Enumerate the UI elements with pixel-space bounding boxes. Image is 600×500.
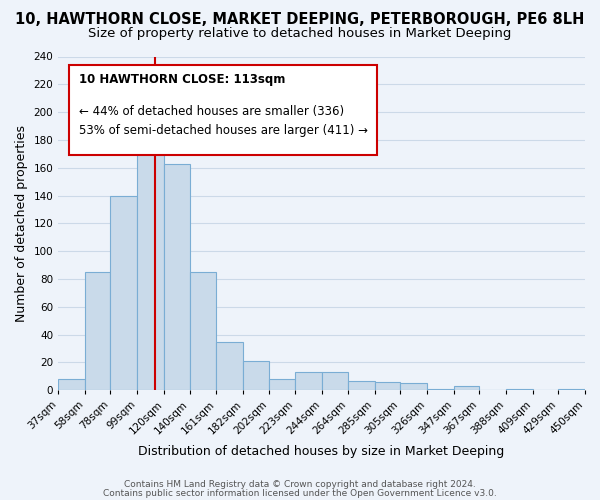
Bar bbox=[58, 379, 85, 390]
Bar bbox=[164, 164, 190, 390]
Y-axis label: Number of detached properties: Number of detached properties bbox=[15, 125, 28, 322]
Text: Contains HM Land Registry data © Crown copyright and database right 2024.: Contains HM Land Registry data © Crown c… bbox=[124, 480, 476, 489]
Bar bbox=[506, 389, 533, 390]
Bar bbox=[137, 112, 164, 390]
Bar bbox=[243, 361, 269, 390]
Bar bbox=[190, 272, 217, 390]
Bar bbox=[322, 372, 348, 390]
FancyBboxPatch shape bbox=[69, 65, 377, 155]
Bar bbox=[348, 380, 374, 390]
Text: ← 44% of detached houses are smaller (336)
53% of semi-detached houses are large: ← 44% of detached houses are smaller (33… bbox=[79, 105, 368, 137]
Bar bbox=[269, 379, 295, 390]
Text: Size of property relative to detached houses in Market Deeping: Size of property relative to detached ho… bbox=[88, 28, 512, 40]
Bar bbox=[110, 196, 137, 390]
X-axis label: Distribution of detached houses by size in Market Deeping: Distribution of detached houses by size … bbox=[139, 444, 505, 458]
Bar bbox=[454, 386, 479, 390]
Bar bbox=[400, 384, 427, 390]
Bar bbox=[217, 342, 243, 390]
Bar bbox=[374, 382, 400, 390]
Text: Contains public sector information licensed under the Open Government Licence v3: Contains public sector information licen… bbox=[103, 488, 497, 498]
Bar bbox=[85, 272, 110, 390]
Bar bbox=[295, 372, 322, 390]
Bar bbox=[558, 389, 585, 390]
Text: 10 HAWTHORN CLOSE: 113sqm: 10 HAWTHORN CLOSE: 113sqm bbox=[79, 73, 286, 86]
Text: 10, HAWTHORN CLOSE, MARKET DEEPING, PETERBOROUGH, PE6 8LH: 10, HAWTHORN CLOSE, MARKET DEEPING, PETE… bbox=[16, 12, 584, 28]
Bar bbox=[427, 389, 454, 390]
